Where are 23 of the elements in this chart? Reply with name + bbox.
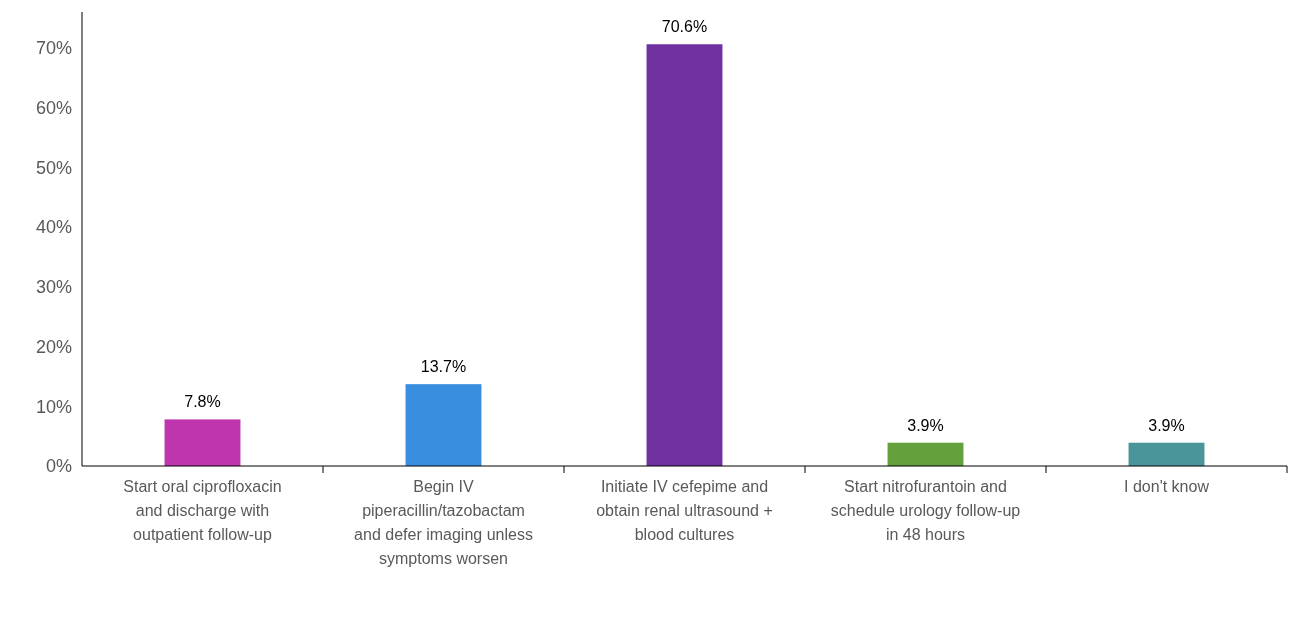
x-tick-label: Start oral ciprofloxacin and discharge with outpatient follow-up [123, 478, 282, 543]
x-tick-label: Begin IV piperacillin/tazobactam and defer imaging unless symptoms worsen [354, 478, 533, 567]
x-tick-label: I don't know [1124, 478, 1210, 495]
bar [887, 442, 964, 466]
y-tick-label: 60% [35, 97, 72, 118]
y-tick-label: 30% [35, 277, 72, 298]
y-tick-label: 10% [35, 396, 72, 417]
y-tick-label: 20% [35, 336, 72, 357]
y-tick-label: 50% [35, 157, 72, 178]
y-tick-label: 40% [35, 217, 72, 238]
data-label: 3.9% [1148, 416, 1185, 434]
bar [164, 419, 241, 466]
bar [1128, 442, 1205, 466]
bar [646, 44, 723, 466]
data-label: 3.9% [907, 416, 944, 434]
data-label: 7.8% [184, 393, 221, 411]
bar [405, 384, 482, 466]
y-tick-label: 70% [35, 38, 72, 59]
data-label: 70.6% [661, 18, 708, 36]
data-label: 13.7% [420, 358, 467, 376]
y-tick-label: 0% [45, 456, 72, 477]
x-tick-label: Initiate IV cefepime and obtain renal ultrasound + blood cultures [596, 478, 773, 543]
x-tick-label: Start nitrofurantoin and schedule urology follow-up in 48 hours [830, 478, 1021, 543]
